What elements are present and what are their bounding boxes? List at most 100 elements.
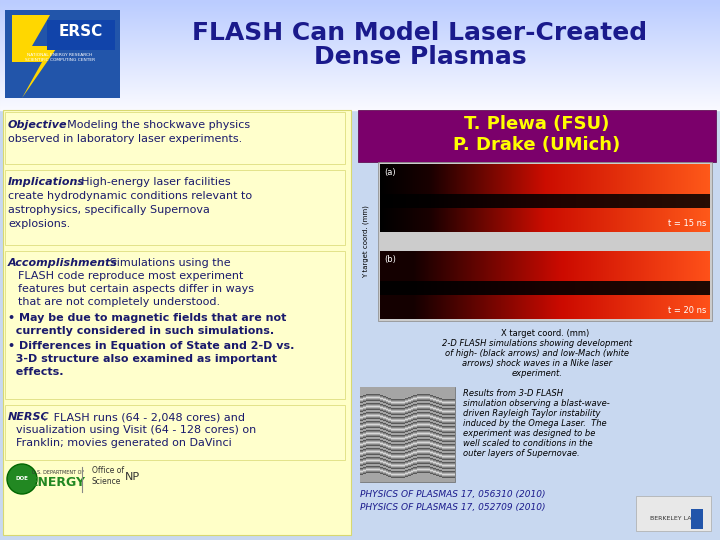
Bar — [5, 10, 120, 98]
Bar — [0, 48, 720, 49]
Bar — [0, 4, 720, 5]
Bar — [0, 5, 720, 6]
Bar — [5, 251, 345, 399]
Text: 3-D structure also examined as important: 3-D structure also examined as important — [8, 354, 277, 364]
Text: 2-D FLASH simulations showing development: 2-D FLASH simulations showing developmen… — [442, 339, 632, 348]
Text: NERSC: NERSC — [8, 412, 50, 422]
Text: well scaled to conditions in the: well scaled to conditions in the — [463, 439, 593, 448]
Bar — [0, 56, 720, 57]
Text: FLASH code reproduce most experiment: FLASH code reproduce most experiment — [18, 271, 243, 281]
Bar — [0, 107, 720, 108]
Bar — [691, 509, 703, 529]
Text: FLASH Can Model Laser-Created: FLASH Can Model Laser-Created — [192, 21, 647, 45]
Text: NATIONAL ENERGY RESEARCH: NATIONAL ENERGY RESEARCH — [27, 53, 93, 57]
Bar — [360, 387, 455, 482]
Bar — [0, 76, 720, 77]
Text: SCIENTIFIC COMPUTING CENTER: SCIENTIFIC COMPUTING CENTER — [25, 58, 95, 62]
Bar — [0, 6, 720, 7]
Bar — [0, 69, 720, 70]
Text: X target coord. (mm): X target coord. (mm) — [501, 329, 589, 338]
Text: PHYSICS OF PLASMAS 17, 052709 (2010): PHYSICS OF PLASMAS 17, 052709 (2010) — [360, 503, 546, 512]
Bar — [0, 75, 720, 76]
Bar — [0, 55, 720, 56]
Bar — [0, 47, 720, 48]
Circle shape — [7, 464, 37, 494]
Text: arrows) shock waves in a Nike laser: arrows) shock waves in a Nike laser — [462, 359, 612, 368]
Text: visualization using Visit (64 - 128 cores) on: visualization using Visit (64 - 128 core… — [16, 425, 256, 435]
Bar — [0, 58, 720, 59]
Bar — [0, 27, 720, 28]
Bar — [0, 65, 720, 66]
Text: driven Rayleigh Taylor instability: driven Rayleigh Taylor instability — [463, 409, 600, 418]
Bar — [0, 82, 720, 83]
Bar — [0, 54, 720, 55]
Bar — [0, 38, 720, 39]
Bar — [0, 62, 720, 63]
Bar — [0, 71, 720, 72]
Text: explosions.: explosions. — [8, 219, 71, 229]
Bar — [0, 29, 720, 30]
Bar — [0, 67, 720, 68]
Bar — [0, 68, 720, 69]
Bar — [0, 2, 720, 3]
Bar — [0, 39, 720, 40]
Bar — [378, 162, 712, 321]
Text: (b): (b) — [384, 255, 396, 264]
Bar — [0, 73, 720, 74]
Text: ENERGY: ENERGY — [30, 476, 86, 489]
Bar — [0, 81, 720, 82]
Bar — [0, 3, 720, 4]
Bar — [0, 1, 720, 2]
Bar — [0, 23, 720, 24]
Bar — [0, 17, 720, 18]
Text: :  FLASH runs (64 - 2,048 cores) and: : FLASH runs (64 - 2,048 cores) and — [43, 412, 245, 422]
Text: P. Drake (UMich): P. Drake (UMich) — [454, 136, 621, 154]
Bar — [0, 31, 720, 32]
Bar — [0, 33, 720, 34]
Text: simulation observing a blast-wave-: simulation observing a blast-wave- — [463, 399, 610, 408]
Text: Results from 3-D FLASH: Results from 3-D FLASH — [463, 389, 563, 398]
Bar — [0, 36, 720, 37]
Bar — [0, 52, 720, 53]
Text: Dense Plasmas: Dense Plasmas — [314, 45, 526, 69]
Bar — [0, 49, 720, 50]
Text: outer layers of Supernovae.: outer layers of Supernovae. — [463, 449, 580, 458]
Text: create hydrodynamic conditions relevant to: create hydrodynamic conditions relevant … — [8, 191, 252, 201]
Bar — [0, 106, 720, 107]
Bar — [380, 251, 710, 319]
Text: experiment.: experiment. — [512, 369, 562, 378]
Bar — [0, 105, 720, 106]
Bar — [0, 50, 720, 51]
Text: U.S. DEPARTMENT OF: U.S. DEPARTMENT OF — [32, 469, 84, 475]
Bar — [636, 496, 711, 531]
Bar — [0, 8, 720, 9]
Bar — [0, 18, 720, 19]
Bar — [0, 25, 720, 26]
Text: NP: NP — [125, 472, 140, 482]
Text: Franklin; movies generated on DaVinci: Franklin; movies generated on DaVinci — [16, 438, 232, 448]
Bar — [0, 34, 720, 35]
Text: DOE: DOE — [16, 476, 28, 482]
Bar — [0, 64, 720, 65]
Bar — [0, 61, 720, 62]
Bar — [3, 110, 351, 535]
Bar — [0, 104, 720, 105]
Text: Objective: Objective — [8, 120, 68, 130]
Bar — [0, 89, 720, 90]
Bar — [0, 66, 720, 67]
Bar — [0, 44, 720, 45]
Bar — [0, 19, 720, 20]
Text: Office of
Science: Office of Science — [92, 467, 124, 485]
Text: that are not completely understood.: that are not completely understood. — [18, 297, 220, 307]
Text: ERSC: ERSC — [59, 24, 103, 39]
Bar — [0, 57, 720, 58]
Bar — [0, 20, 720, 21]
Bar — [0, 9, 720, 10]
Bar — [0, 92, 720, 93]
Bar — [0, 108, 720, 109]
Bar — [47, 20, 115, 50]
Text: (a): (a) — [384, 168, 395, 177]
Bar — [0, 45, 720, 46]
Text: of high- (black arrows) and low-Mach (white: of high- (black arrows) and low-Mach (wh… — [445, 349, 629, 358]
Text: BERKELEY LAB: BERKELEY LAB — [650, 516, 696, 521]
